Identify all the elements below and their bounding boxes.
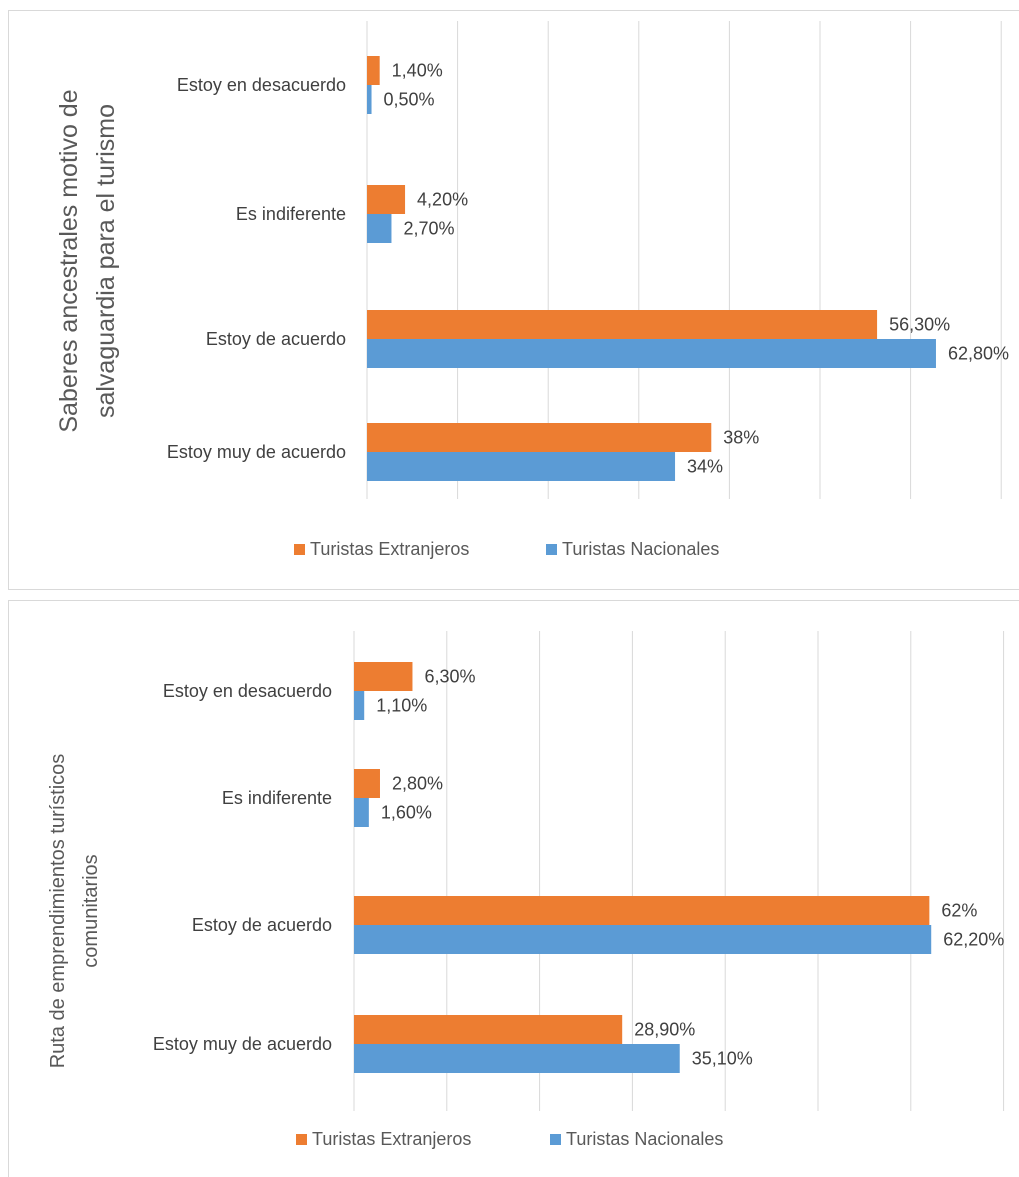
chart-panel-saberes: Saberes ancestrales motivo de salvaguardi… bbox=[8, 10, 1019, 590]
bar-nacionales bbox=[367, 85, 372, 114]
bar-extranjeros bbox=[367, 185, 406, 214]
bar-nacionales bbox=[367, 339, 936, 368]
chart-panel-ruta: Ruta de emprendimientos turísticos comuni… bbox=[8, 600, 1019, 1177]
bar-nacionales bbox=[354, 798, 369, 827]
y-axis-title-line: salvaguardia para el turismo bbox=[92, 104, 120, 418]
chart-ruta: Ruta de emprendimientos turísticos comuni… bbox=[47, 631, 1004, 1149]
category-label: Estoy muy de acuerdo bbox=[167, 442, 346, 462]
category-label: Es indiferente bbox=[222, 788, 332, 808]
bar-nacionales bbox=[354, 691, 365, 720]
bar-extranjeros bbox=[354, 769, 380, 798]
data-label: 62% bbox=[941, 901, 977, 921]
bar-extranjeros bbox=[367, 310, 878, 339]
y-axis-title-line: Ruta de emprendimientos turísticos bbox=[47, 754, 69, 1069]
y-axis-title-line: Saberes ancestrales motivo de bbox=[55, 89, 83, 432]
data-label: 34% bbox=[687, 457, 723, 477]
data-label: 28,90% bbox=[634, 1020, 695, 1040]
category-label: Es indiferente bbox=[236, 204, 346, 224]
category-label: Estoy en desacuerdo bbox=[177, 75, 346, 95]
bar-extranjeros bbox=[354, 1015, 623, 1044]
data-label: 1,40% bbox=[392, 61, 443, 81]
data-label: 38% bbox=[723, 428, 759, 448]
legend-label: Turistas Nacionales bbox=[562, 539, 719, 559]
legend: Turistas Extranjeros Turistas Nacionales bbox=[296, 1129, 723, 1149]
data-label: 62,80% bbox=[948, 344, 1009, 364]
data-label: 1,60% bbox=[381, 803, 432, 823]
legend-swatch-nacionales bbox=[550, 1134, 561, 1145]
legend-label: Turistas Extranjeros bbox=[310, 539, 469, 559]
bar-nacionales bbox=[367, 214, 392, 243]
data-label: 2,80% bbox=[392, 774, 443, 794]
legend-swatch-nacionales bbox=[546, 544, 557, 555]
category-label: Estoy muy de acuerdo bbox=[153, 1034, 332, 1054]
data-label: 4,20% bbox=[417, 190, 468, 210]
legend-swatch-extranjeros bbox=[294, 544, 305, 555]
bar-extranjeros bbox=[354, 662, 413, 691]
data-label: 6,30% bbox=[424, 667, 475, 687]
legend: Turistas Extranjeros Turistas Nacionales bbox=[294, 539, 719, 559]
y-axis-title-line: comunitarios bbox=[80, 854, 102, 967]
data-label: 35,10% bbox=[692, 1049, 753, 1069]
gridlines bbox=[366, 21, 1002, 499]
bar-extranjeros bbox=[367, 56, 380, 85]
category-label: Estoy de acuerdo bbox=[206, 329, 346, 349]
legend-label: Turistas Extranjeros bbox=[312, 1129, 471, 1149]
data-label: 1,10% bbox=[376, 696, 427, 716]
bar-nacionales bbox=[354, 925, 932, 954]
bar-extranjeros bbox=[367, 423, 712, 452]
category-label: Estoy de acuerdo bbox=[192, 915, 332, 935]
y-axis-title: Ruta de emprendimientos turísticos comuni… bbox=[47, 754, 102, 1069]
bar-nacionales bbox=[367, 452, 676, 481]
category-label: Estoy en desacuerdo bbox=[163, 681, 332, 701]
legend-label: Turistas Nacionales bbox=[566, 1129, 723, 1149]
chart-saberes: Saberes ancestrales motivo de salvaguardi… bbox=[55, 21, 1009, 559]
y-axis-title: Saberes ancestrales motivo de salvaguardi… bbox=[55, 89, 120, 432]
data-label: 62,20% bbox=[943, 930, 1004, 950]
data-label: 0,50% bbox=[384, 90, 435, 110]
legend-swatch-extranjeros bbox=[296, 1134, 307, 1145]
data-label: 56,30% bbox=[889, 315, 950, 335]
bar-extranjeros bbox=[354, 896, 930, 925]
data-label: 2,70% bbox=[403, 219, 454, 239]
bar-nacionales bbox=[354, 1044, 680, 1073]
